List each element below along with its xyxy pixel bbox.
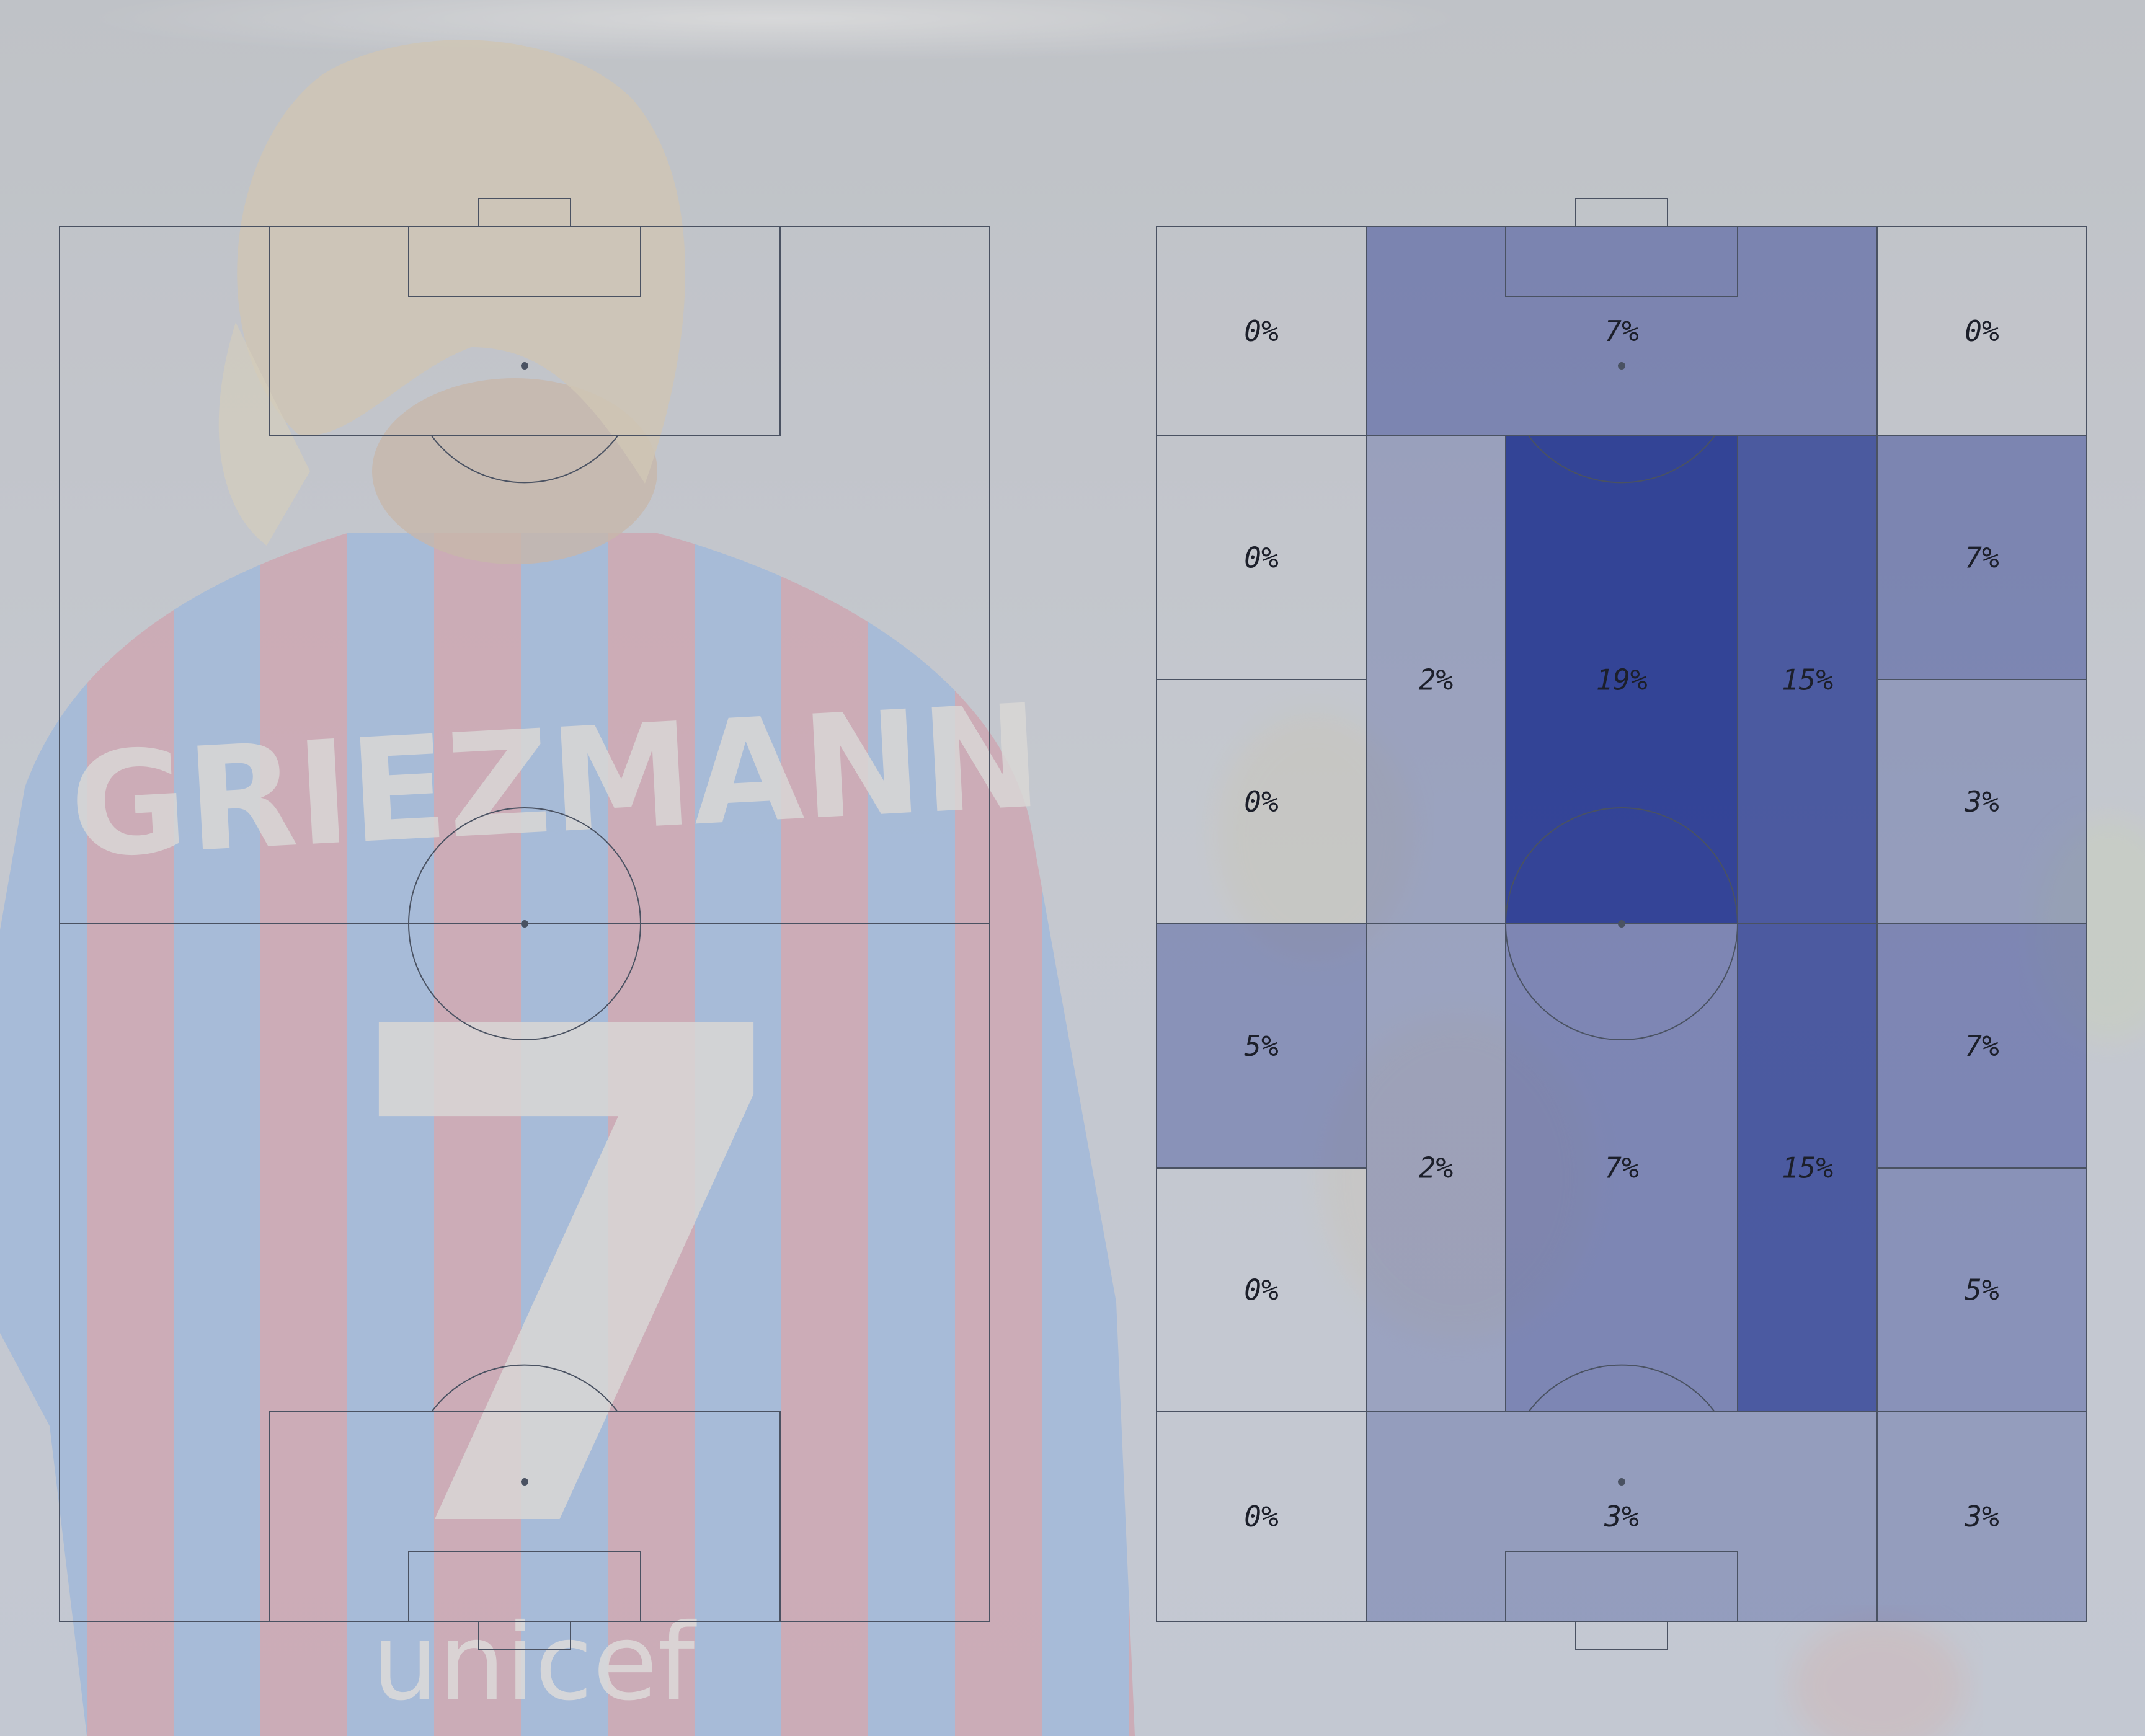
- zone-def-right-2: [1876, 1167, 2087, 1412]
- empty-pitch-lines: [59, 198, 990, 1650]
- bottom-six-yard-box: [408, 1551, 641, 1622]
- bottom-goal: [478, 1621, 571, 1650]
- zone-att-center: [1505, 435, 1738, 924]
- top-penalty-arc: [1528, 435, 1715, 484]
- zone-label-def-left-2: 0%: [1244, 1273, 1278, 1307]
- zone-bottom-center: [1366, 1411, 1878, 1622]
- top-goal: [1575, 198, 1668, 227]
- zone-label-att-right-2: 3%: [1964, 785, 1999, 818]
- zone-label-bottom-center: 3%: [1604, 1500, 1638, 1533]
- zone-label-att-left-2: 0%: [1244, 785, 1278, 818]
- zone-label-def-left-1: 5%: [1244, 1029, 1278, 1063]
- zone-label-def-right-1: 7%: [1965, 1029, 1999, 1063]
- zone-label-top-right: 0%: [1965, 314, 1999, 348]
- zone-label-att-center: 19%: [1596, 663, 1647, 697]
- zone-label-bottom-right: 3%: [1964, 1500, 1999, 1533]
- top-penalty-spot: [1618, 362, 1625, 370]
- center-spot: [521, 920, 528, 928]
- zone-def-left-1: [1156, 923, 1367, 1169]
- center-circle: [1505, 807, 1738, 1040]
- zone-label-att-halfspace-left: 2%: [1419, 663, 1453, 697]
- top-six-yard-box: [408, 226, 641, 297]
- top-penalty-arc: [431, 435, 618, 484]
- zone-label-def-center: 7%: [1604, 1151, 1638, 1185]
- top-penalty-spot: [521, 362, 528, 370]
- bottom-penalty-spot: [1618, 1478, 1625, 1486]
- zone-label-def-right-2: 5%: [1965, 1273, 1999, 1307]
- zone-label-top-left: 0%: [1244, 314, 1278, 348]
- top-penalty-box: [269, 226, 781, 436]
- bottom-penalty-arc: [1528, 1364, 1715, 1412]
- zone-label-att-halfspace-right: 15%: [1782, 663, 1833, 697]
- zone-bottom-right: [1876, 1411, 2087, 1622]
- zone-label-top-center: 7%: [1604, 314, 1638, 348]
- zone-label-def-halfspace-left: 2%: [1419, 1151, 1453, 1185]
- zone-att-halfspace-right: [1737, 435, 1878, 924]
- zone-att-right-1: [1876, 435, 2087, 680]
- zone-label-bottom-left: 0%: [1244, 1500, 1278, 1533]
- center-circle: [408, 807, 641, 1040]
- top-goal: [478, 198, 571, 227]
- zone-label-def-halfspace-right: 15%: [1782, 1151, 1833, 1185]
- zone-att-halfspace-left: [1366, 435, 1506, 924]
- zone-label-att-right-1: 7%: [1965, 541, 1999, 575]
- bottom-penalty-spot: [521, 1478, 528, 1486]
- bottom-goal: [1575, 1621, 1668, 1650]
- zone-def-halfspace-right: [1737, 923, 1878, 1412]
- jersey-number-text: 7: [333, 887, 807, 1680]
- bottom-penalty-arc: [431, 1364, 618, 1412]
- zone-top-center: [1366, 226, 1878, 436]
- bottom-penalty-box: [269, 1411, 781, 1622]
- zone-label-att-left-1: 0%: [1244, 541, 1278, 575]
- center-spot: [1618, 920, 1625, 928]
- zone-pitch-lines: [1156, 198, 2087, 1650]
